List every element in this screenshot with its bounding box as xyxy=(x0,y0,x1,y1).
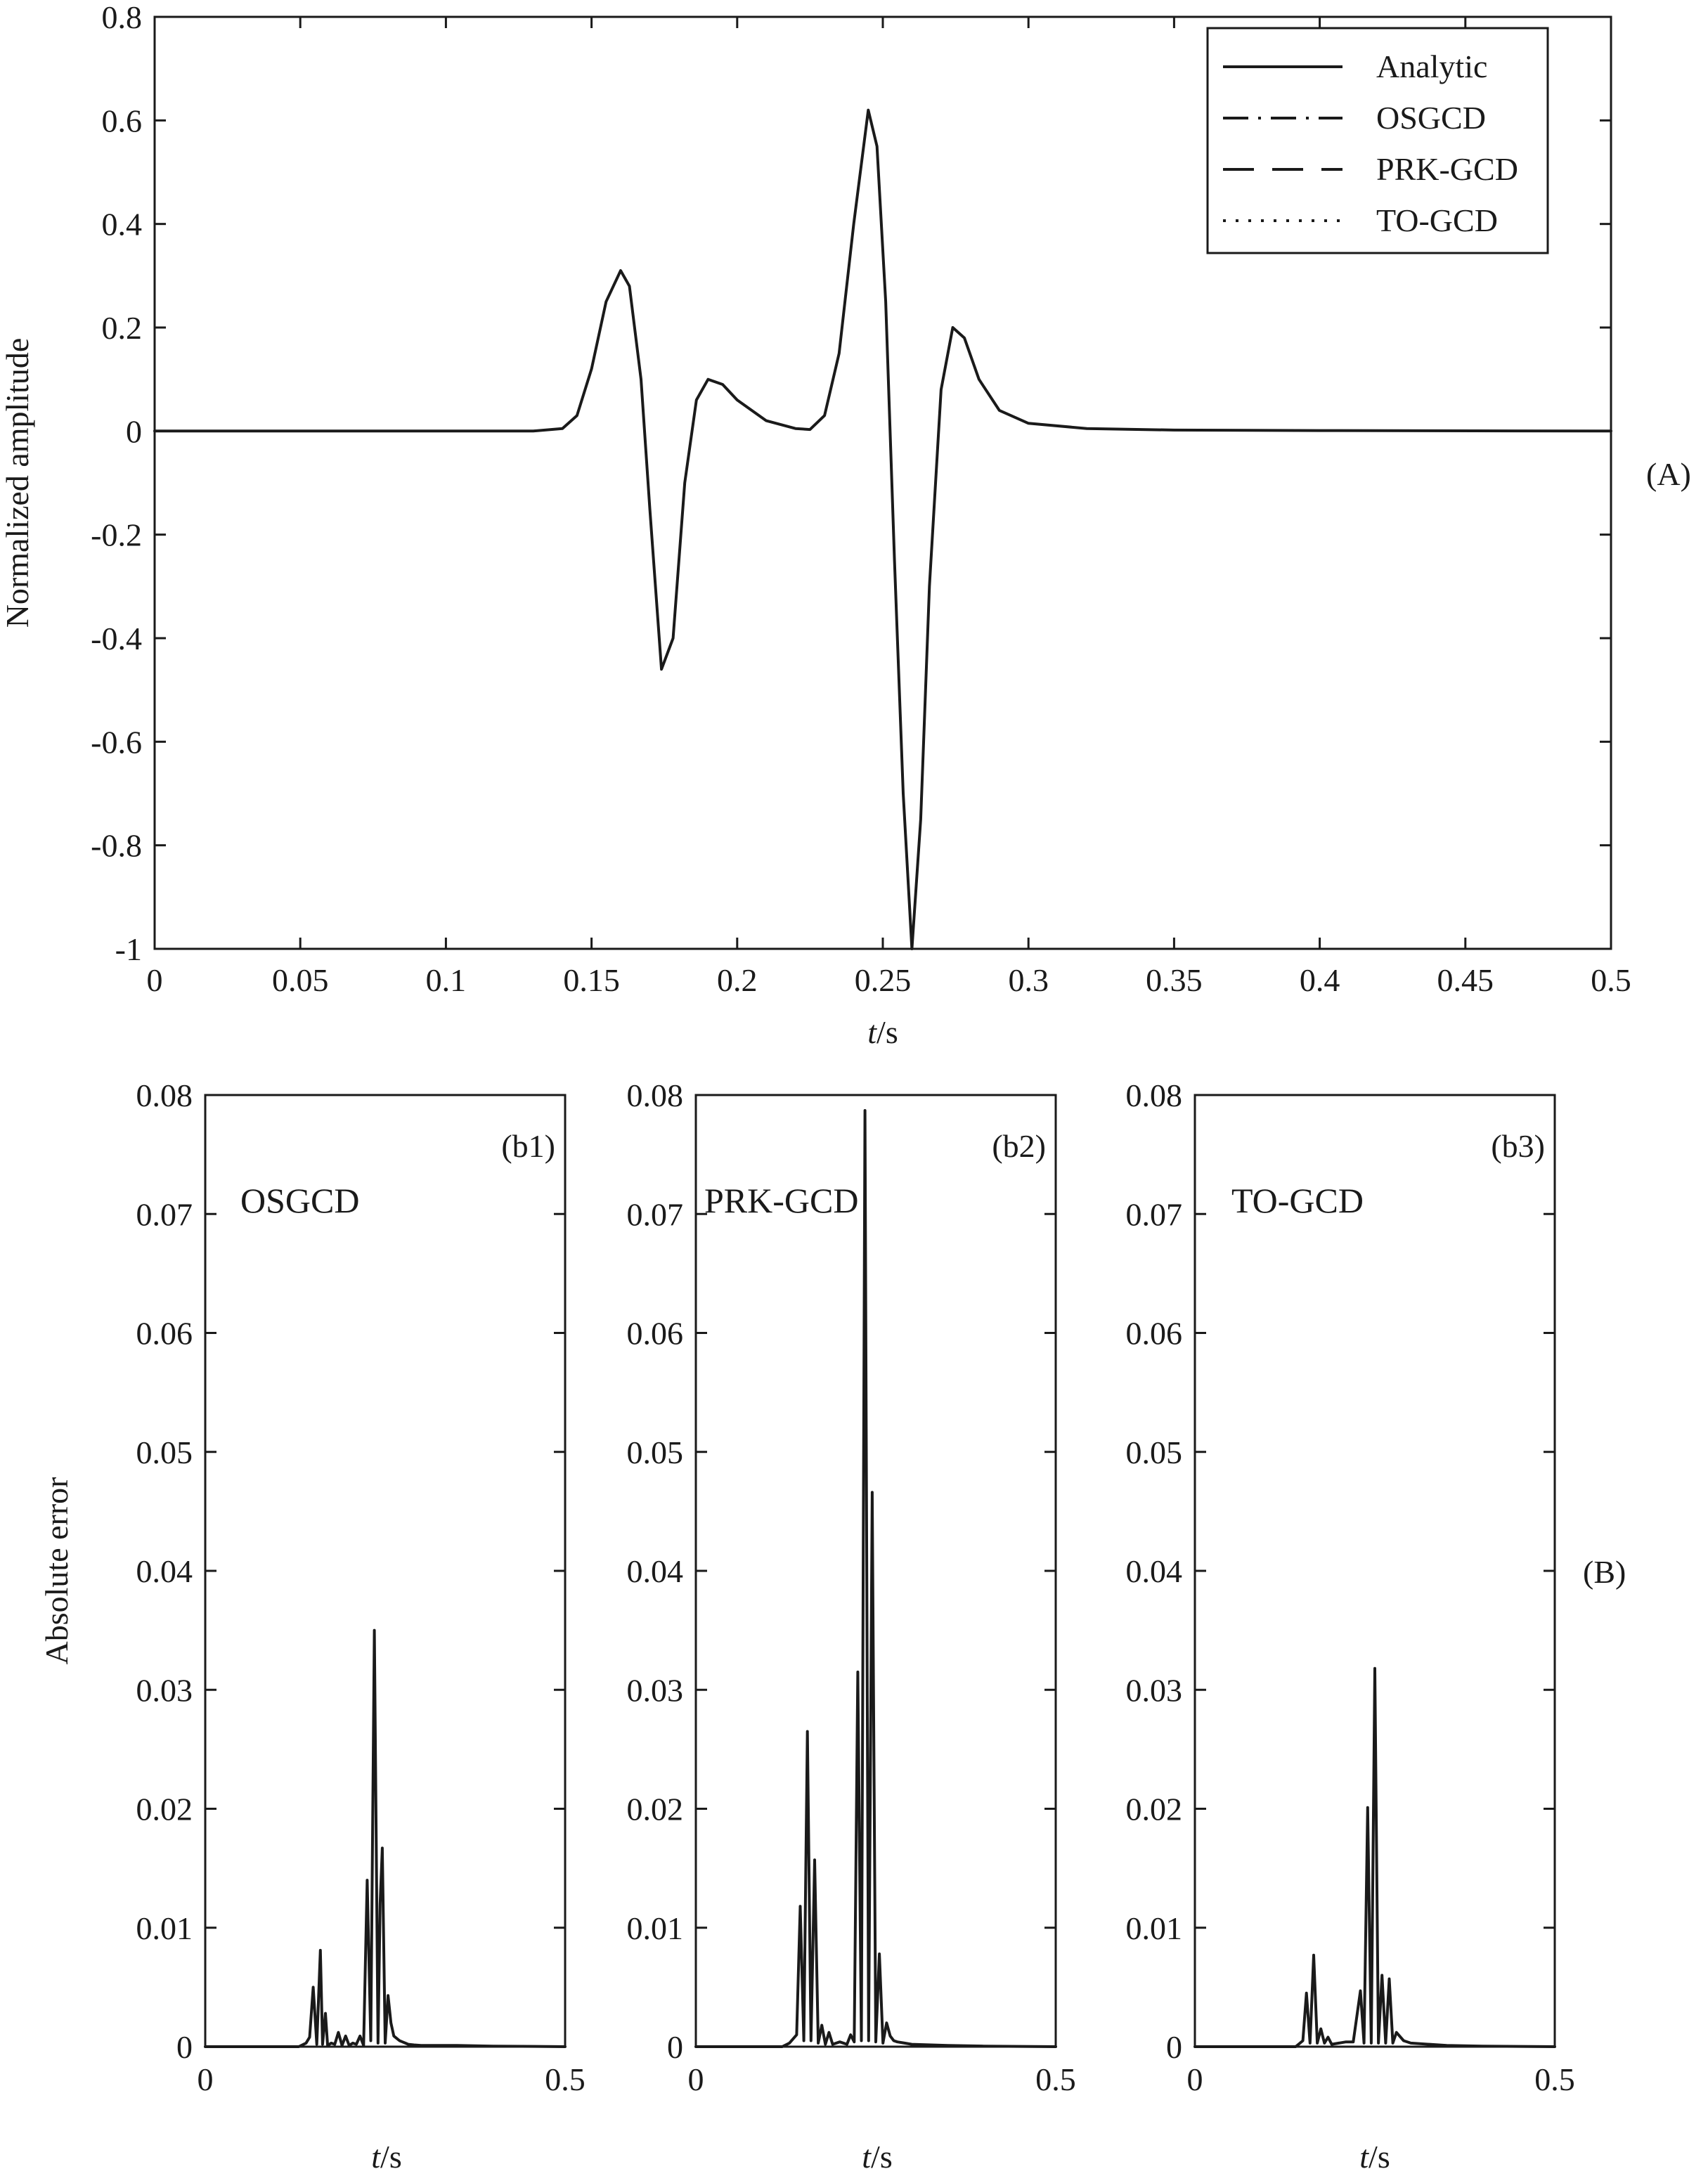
panel-b2-xlabel-var: t xyxy=(862,2139,872,2175)
panel-b2-ytick-label-3: 0.03 xyxy=(627,1672,684,1708)
panel-a-ytick-label-6: 0.2 xyxy=(102,310,143,346)
panel-b2-ytick-label-5: 0.05 xyxy=(627,1435,684,1470)
panel-a-ytick-label-7: 0.4 xyxy=(102,207,143,242)
panel-b3-ytick-label-4: 0.04 xyxy=(1126,1553,1183,1589)
panel-a-xtick-label-8: 0.4 xyxy=(1300,962,1340,998)
panel-b2-ticks: 0 0.01 0.02 0.03 0.04 0.05 0.06 0.07 0.08 0 0.5 xyxy=(627,1077,1076,2097)
panel-a-xtick-label-1: 0.05 xyxy=(272,962,329,998)
panel-a-xtick-label-0: 0 xyxy=(147,962,163,998)
panel-b3-xlabel-unit: /s xyxy=(1369,2139,1390,2175)
panel-a-plot xyxy=(153,108,1612,950)
panel-b2-ytick-label-8: 0.08 xyxy=(627,1077,684,1113)
panel-b1-xlabel-var: t xyxy=(371,2139,381,2175)
panel-b3-xtick-label-0: 0 xyxy=(1187,2061,1203,2097)
panel-b2-ytick-label-2: 0.02 xyxy=(627,1792,684,1827)
panel-b-ylabel: Absolute error xyxy=(39,1477,75,1665)
panel-b3-plot xyxy=(1193,1666,1556,2048)
panel-b2-xlabel-unit: /s xyxy=(871,2139,893,2175)
panel-a-ytick-label-4: -0.2 xyxy=(91,517,142,553)
panel-a-tag: (A) xyxy=(1646,456,1691,492)
panel-a-xtick-label-3: 0.15 xyxy=(563,962,620,998)
panel-b3-ticks: 0 0.01 0.02 0.03 0.04 0.05 0.06 0.07 0.08 0 0.5 xyxy=(1126,1077,1575,2097)
panel-b1-ytick-label-8: 0.08 xyxy=(136,1077,193,1113)
panel-b2-xtick-label-0: 0 xyxy=(688,2061,704,2097)
panel-b1-plot xyxy=(204,1628,567,2048)
panel-a: -1 -0.8 -0.6 -0.4 -0.2 0 0.2 0.4 0.6 0.8 0 0.05 0.1 0… xyxy=(0,0,1691,1050)
panel-b3-ytick-label-8: 0.08 xyxy=(1126,1077,1183,1113)
panel-b1-xtick-label-0: 0 xyxy=(198,2061,214,2097)
panel-a-xtick-label-10: 0.5 xyxy=(1591,962,1631,998)
panel-a-xtick-label-7: 0.35 xyxy=(1146,962,1203,998)
panel-b3-ytick-label-1: 0.01 xyxy=(1126,1910,1183,1946)
legend-label-analytic: Analytic xyxy=(1376,48,1487,84)
panel-b1-title: OSGCD xyxy=(240,1181,359,1220)
panel-b1: 0 0.01 0.02 0.03 0.04 0.05 0.06 0.07 0.08 0 0.5 OS… xyxy=(39,1077,585,2175)
panel-a-ylabel: Normalized amplitude xyxy=(0,338,35,628)
panel-b2: 0 0.01 0.02 0.03 0.04 0.05 0.06 0.07 0.08 0 0.5 PR… xyxy=(627,1077,1076,2175)
panel-a-ytick-label-5: 0 xyxy=(126,413,142,449)
panel-b1-tag: (b1) xyxy=(501,1128,555,1164)
panel-b2-tag: (b2) xyxy=(992,1128,1046,1164)
panel-b3-tag: (b3) xyxy=(1491,1128,1545,1164)
panel-a-ytick-label-3: -0.4 xyxy=(91,621,142,656)
panel-b3-ytick-label-5: 0.05 xyxy=(1126,1435,1183,1470)
panel-b1-series-0-line xyxy=(204,1628,567,2048)
panel-b3-ytick-label-3: 0.03 xyxy=(1126,1672,1183,1708)
panel-a-xtick-label-5: 0.25 xyxy=(855,962,912,998)
panel-b1-ticks: 0 0.01 0.02 0.03 0.04 0.05 0.06 0.07 0.08 0 0.5 xyxy=(136,1077,585,2097)
panel-b2-series-0-line xyxy=(694,1109,1057,2048)
panel-b2-ytick-label-1: 0.01 xyxy=(627,1910,684,1946)
panel-b2-xtick-label-1: 0.5 xyxy=(1035,2061,1076,2097)
panel-a-ticks: -1 -0.8 -0.6 -0.4 -0.2 0 0.2 0.4 0.6 0.8 0 0.05 0.1 0… xyxy=(91,0,1631,998)
panel-b1-xlabel: t/s xyxy=(371,2139,401,2175)
panel-b3-title: TO-GCD xyxy=(1231,1181,1364,1220)
panel-b2-ytick-label-6: 0.06 xyxy=(627,1316,684,1352)
panel-a-xlabel-unit: /s xyxy=(876,1014,898,1050)
panel-a-ytick-label-0: -1 xyxy=(115,931,142,967)
panel-a-xlabel: t/s xyxy=(867,1014,898,1050)
panel-a-series-0-line xyxy=(153,108,1612,950)
panel-a-xtick-label-9: 0.45 xyxy=(1437,962,1494,998)
legend-label-osgcd: OSGCD xyxy=(1376,100,1486,136)
panel-b1-ytick-label-2: 0.02 xyxy=(136,1792,193,1827)
panel-a-ytick-label-2: -0.6 xyxy=(91,724,142,760)
panel-a-xtick-label-4: 0.2 xyxy=(717,962,758,998)
panel-a-ytick-label-8: 0.6 xyxy=(102,103,143,138)
panel-a-legend: Analytic OSGCD PRK-GCD TO-GCD xyxy=(1206,27,1549,254)
panel-b2-ytick-label-7: 0.07 xyxy=(627,1196,684,1232)
panel-b3-xtick-label-1: 0.5 xyxy=(1534,2061,1575,2097)
panel-b1-ytick-label-3: 0.03 xyxy=(136,1672,193,1708)
panel-b2-ytick-label-0: 0 xyxy=(667,2029,683,2065)
panel-b3-ytick-label-7: 0.07 xyxy=(1126,1196,1183,1232)
panel-b3-series-0-line xyxy=(1193,1666,1556,2048)
panel-b1-ytick-label-6: 0.06 xyxy=(136,1316,193,1352)
legend-label-prk-gcd: PRK-GCD xyxy=(1376,151,1518,187)
panel-b2-plot xyxy=(694,1109,1057,2048)
panel-a-xlabel-var: t xyxy=(867,1014,877,1050)
legend-label-to-gcd: TO-GCD xyxy=(1376,202,1498,238)
panel-a-xtick-label-6: 0.3 xyxy=(1008,962,1049,998)
panel-b1-ytick-label-7: 0.07 xyxy=(136,1196,193,1232)
panel-b3-xlabel-var: t xyxy=(1359,2139,1369,2175)
panel-a-xtick-label-2: 0.1 xyxy=(426,962,467,998)
panel-b3-ytick-label-0: 0 xyxy=(1166,2029,1182,2065)
panel-b1-xtick-label-1: 0.5 xyxy=(545,2061,585,2097)
panel-b3-ytick-label-6: 0.06 xyxy=(1126,1316,1183,1352)
panel-b1-ytick-label-5: 0.05 xyxy=(136,1435,193,1470)
panel-b1-xlabel-unit: /s xyxy=(380,2139,402,2175)
panel-b-group-tag: (B) xyxy=(1583,1554,1626,1590)
panel-b2-xlabel: t/s xyxy=(862,2139,892,2175)
panel-b2-title: PRK-GCD xyxy=(704,1181,858,1220)
panel-b3-xlabel: t/s xyxy=(1359,2139,1390,2175)
panel-b3-ytick-label-2: 0.02 xyxy=(1126,1792,1183,1827)
panel-b1-ytick-label-0: 0 xyxy=(176,2029,193,2065)
panel-b1-ytick-label-4: 0.04 xyxy=(136,1553,193,1589)
panel-b1-ytick-label-1: 0.01 xyxy=(136,1910,193,1946)
panel-a-ytick-label-1: -0.8 xyxy=(91,828,142,864)
panel-b2-ytick-label-4: 0.04 xyxy=(627,1553,684,1589)
panel-b3: 0 0.01 0.02 0.03 0.04 0.05 0.06 0.07 0.08 0 0.5 TO… xyxy=(1126,1077,1626,2175)
panel-a-ytick-label-9: 0.8 xyxy=(102,0,143,35)
